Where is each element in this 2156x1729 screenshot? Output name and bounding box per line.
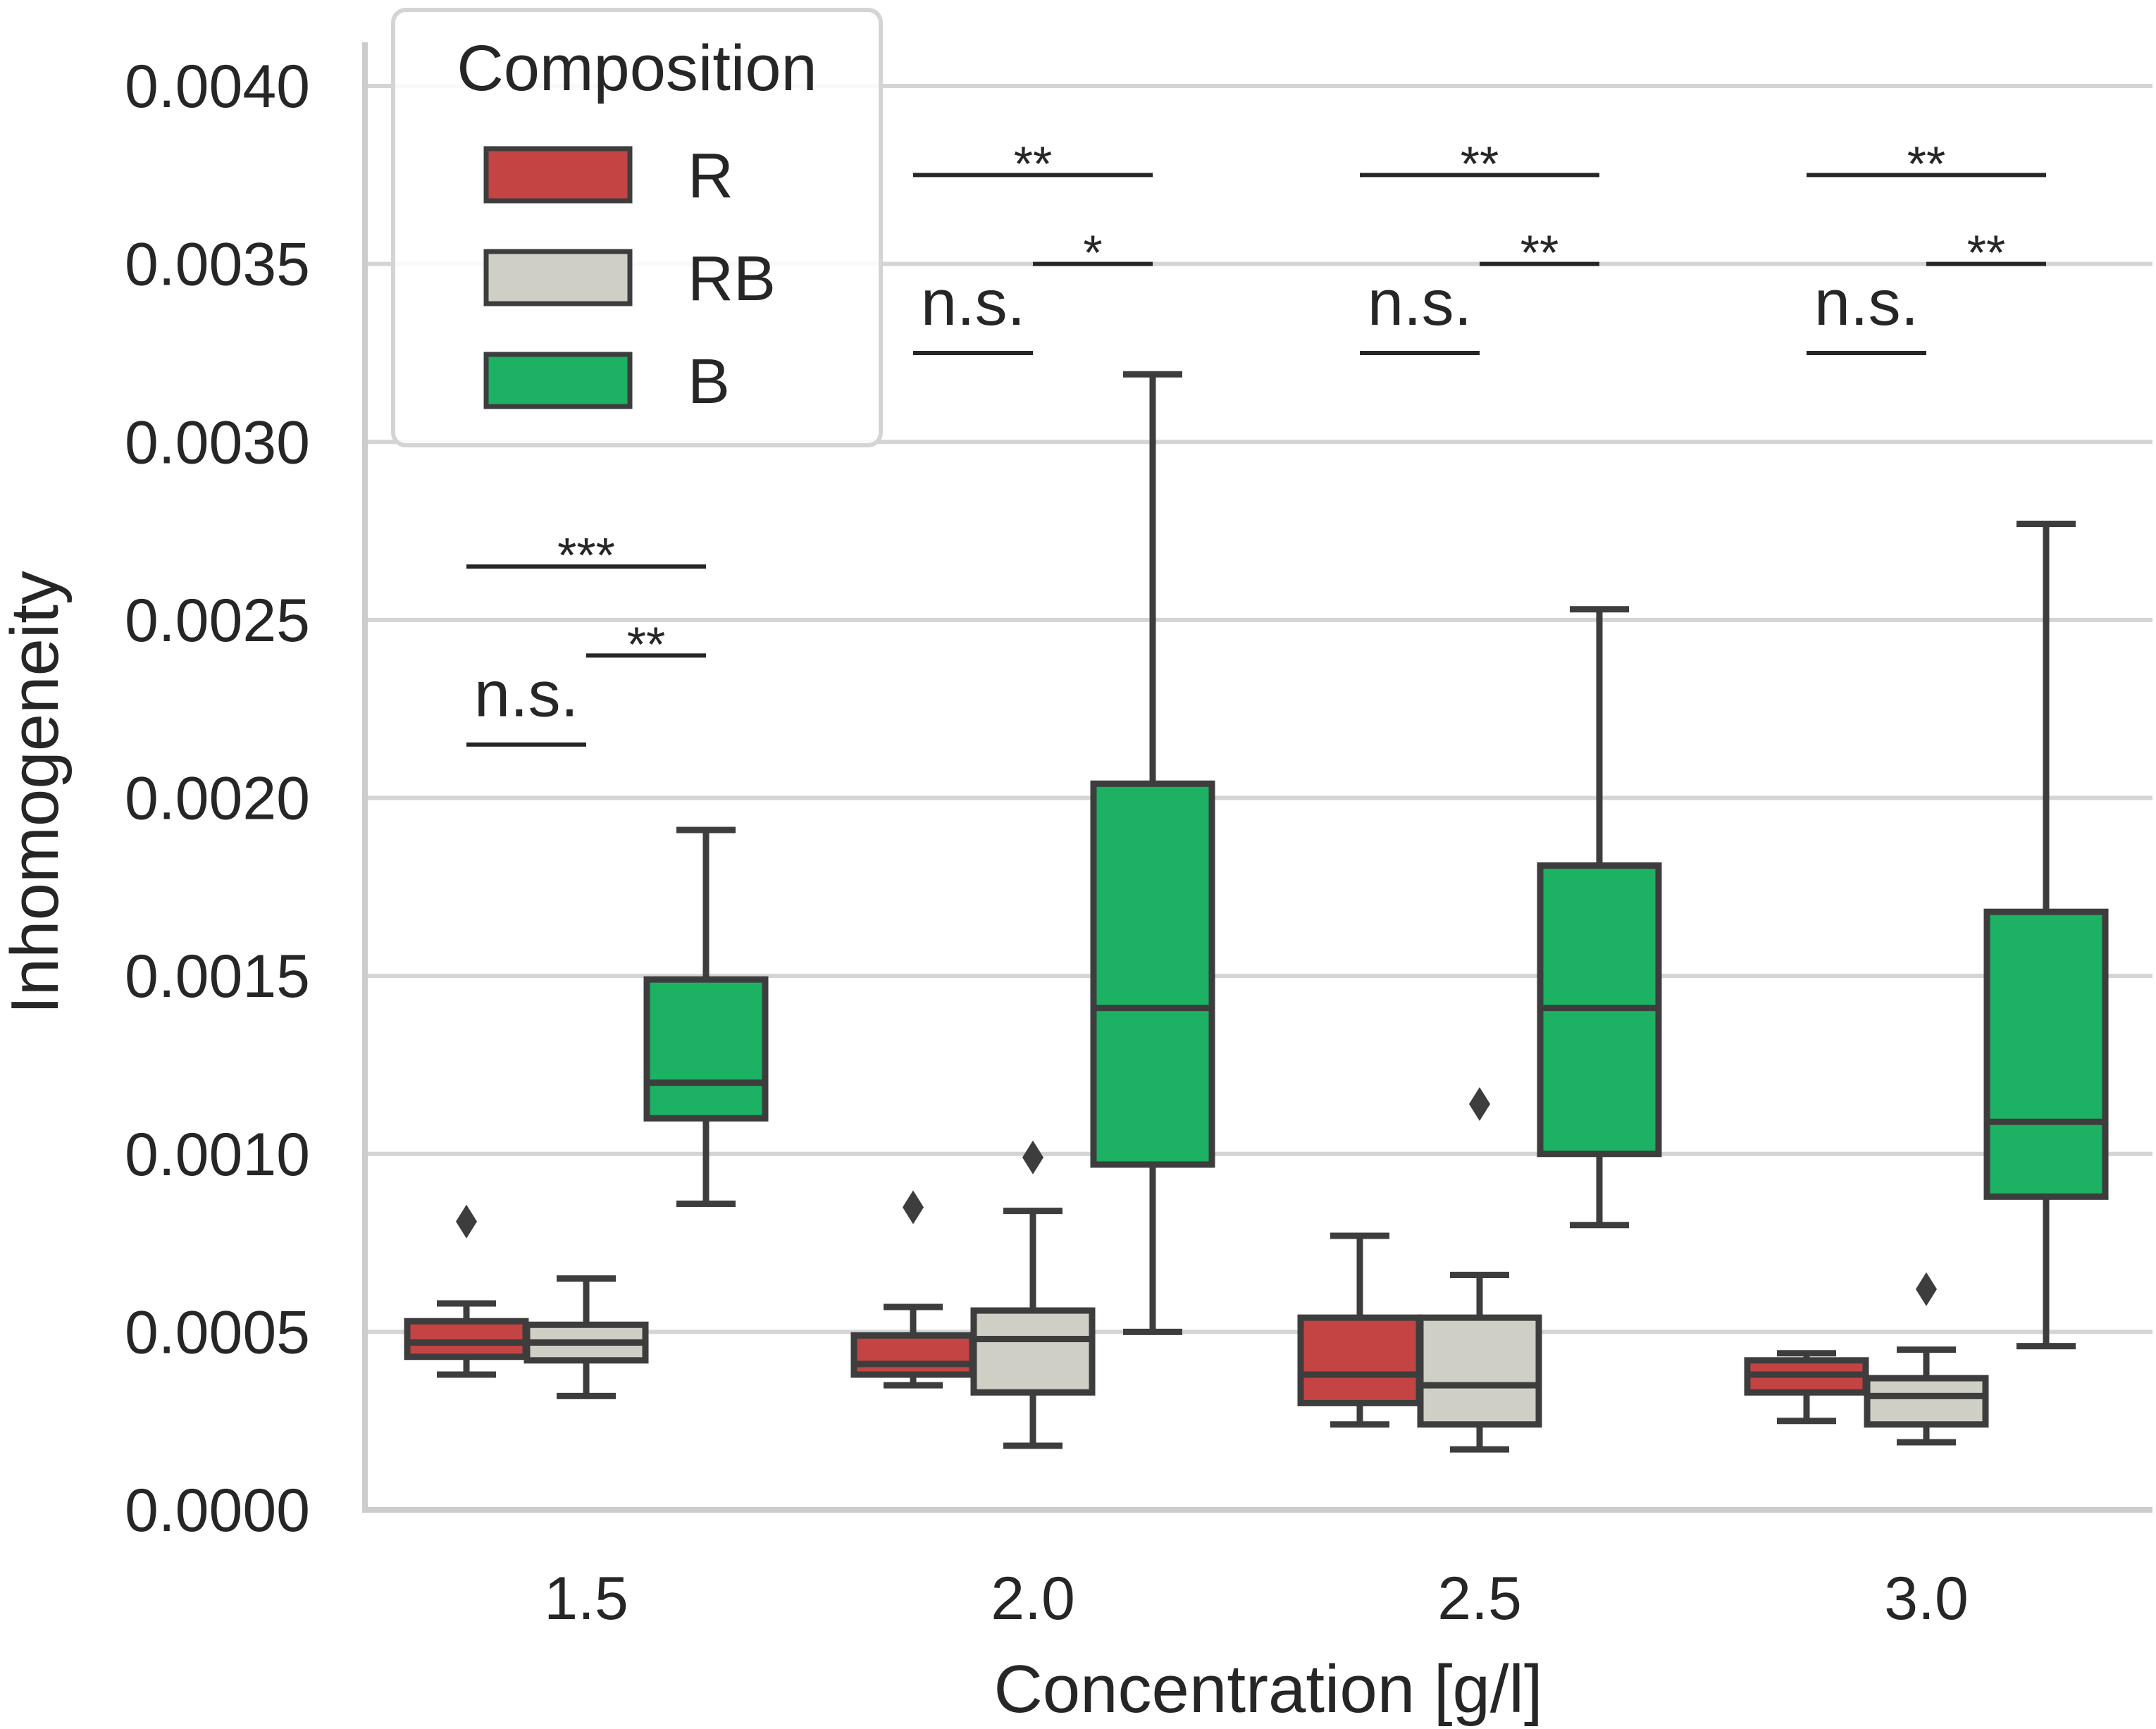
box-RB-1.5 bbox=[523, 1275, 649, 1399]
legend-swatch bbox=[483, 352, 633, 409]
significance-bracket: * bbox=[1033, 225, 1153, 280]
legend-item-RB: RB bbox=[483, 244, 776, 314]
significance-label: n.s. bbox=[1368, 267, 1472, 339]
significance-bracket: ** bbox=[1480, 225, 1599, 280]
outlier-point bbox=[456, 1204, 477, 1239]
box-R-2.0 bbox=[850, 1190, 976, 1389]
legend-title: Composition bbox=[457, 32, 817, 104]
x-tick-label: 3.0 bbox=[1884, 1565, 1969, 1632]
significance-label: n.s. bbox=[921, 267, 1025, 339]
y-tick-label: 0.0000 bbox=[125, 1477, 310, 1544]
significance-label: ** bbox=[1014, 136, 1052, 191]
box-body bbox=[970, 1307, 1096, 1396]
box-body bbox=[1417, 1314, 1542, 1428]
significance-bracket: ** bbox=[1807, 136, 2046, 191]
significance-label: ** bbox=[627, 616, 665, 671]
significance-bracket: ** bbox=[1360, 136, 1599, 191]
box-body bbox=[850, 1332, 976, 1378]
outlier-point bbox=[1469, 1087, 1490, 1122]
significance-bracket: ** bbox=[1926, 225, 2046, 280]
box-RB-2.0 bbox=[970, 1140, 1096, 1449]
legend-swatch bbox=[483, 146, 633, 204]
y-tick-label: 0.0030 bbox=[125, 409, 310, 476]
y-tick-label: 0.0040 bbox=[125, 53, 310, 120]
y-tick-label: 0.0005 bbox=[125, 1299, 310, 1366]
boxes bbox=[404, 371, 2109, 1453]
x-axis-label: Concentration [g/l] bbox=[993, 1651, 1542, 1727]
outlier-point bbox=[1916, 1272, 1937, 1306]
box-RB-2.5 bbox=[1417, 1087, 1542, 1453]
significance-label: ** bbox=[1461, 136, 1499, 191]
box-body bbox=[1864, 1375, 1989, 1428]
y-axis-label: Inhomogeneity bbox=[0, 571, 73, 1015]
box-B-2.0 bbox=[1090, 371, 1215, 1335]
significance-bracket: ** bbox=[586, 616, 706, 671]
box-body bbox=[1090, 780, 1215, 1168]
box-body bbox=[643, 976, 769, 1122]
significance-bracket: n.s. bbox=[913, 267, 1033, 355]
significance-bracket: ** bbox=[913, 136, 1153, 191]
significance-bracket: n.s. bbox=[1807, 267, 1926, 355]
x-tick-label: 2.0 bbox=[991, 1565, 1075, 1632]
x-tick-label: 2.5 bbox=[1437, 1565, 1522, 1632]
outlier-point bbox=[903, 1190, 924, 1225]
box-B-3.0 bbox=[1983, 520, 2109, 1350]
significance-label: *** bbox=[557, 528, 615, 583]
y-tick-label: 0.0015 bbox=[125, 943, 310, 1010]
legend-label: B bbox=[688, 347, 730, 417]
legend-label: RB bbox=[688, 244, 776, 314]
legend: Composition R RB B bbox=[391, 8, 883, 447]
box-R-3.0 bbox=[1744, 1350, 1869, 1425]
box-body bbox=[1297, 1314, 1423, 1406]
significance-label: ** bbox=[1907, 136, 1945, 191]
legend-label: R bbox=[688, 141, 733, 211]
significance-label: * bbox=[1083, 225, 1102, 280]
x-tick-label: 1.5 bbox=[544, 1565, 628, 1632]
legend-item-R: R bbox=[483, 141, 733, 211]
box-RB-3.0 bbox=[1864, 1272, 1989, 1446]
box-R-2.5 bbox=[1297, 1232, 1423, 1428]
significance-annotations: *****n.s.***n.s.****n.s.****n.s. bbox=[466, 136, 2046, 747]
significance-bracket: n.s. bbox=[1360, 267, 1480, 355]
significance-label: ** bbox=[1520, 225, 1559, 280]
y-tick-label: 0.0010 bbox=[125, 1121, 310, 1189]
y-tick-label: 0.0020 bbox=[125, 765, 310, 833]
y-tick-label: 0.0025 bbox=[125, 587, 310, 655]
significance-bracket: n.s. bbox=[466, 659, 586, 747]
x-tick-labels: 1.5 2.0 2.5 3.0 bbox=[544, 1565, 1969, 1632]
outlier-point bbox=[1022, 1140, 1043, 1175]
box-R-1.5 bbox=[404, 1204, 529, 1378]
significance-label: n.s. bbox=[1814, 267, 1919, 339]
y-tick-labels: 0.0000 0.0005 0.0010 0.0015 0.0020 0.0025 0.00… bbox=[125, 53, 310, 1544]
box-B-2.5 bbox=[1537, 606, 1662, 1229]
significance-label: ** bbox=[1967, 225, 2005, 280]
box-body bbox=[404, 1318, 529, 1361]
box-B-1.5 bbox=[643, 826, 769, 1207]
significance-bracket: *** bbox=[466, 528, 706, 583]
legend-frame bbox=[391, 8, 883, 447]
legend-item-B: B bbox=[483, 347, 730, 417]
y-tick-label: 0.0035 bbox=[125, 231, 310, 299]
axes bbox=[362, 42, 2152, 1513]
significance-label: n.s. bbox=[474, 659, 578, 731]
box-body bbox=[1983, 908, 2109, 1200]
legend-swatch bbox=[483, 249, 633, 306]
